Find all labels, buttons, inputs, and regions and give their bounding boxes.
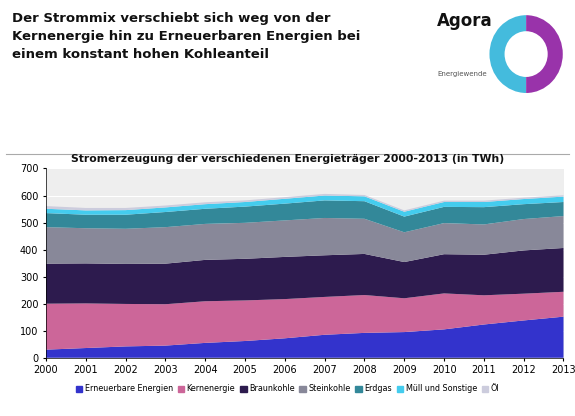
Wedge shape [489, 15, 526, 93]
Text: Der Strommix verschiebt sich weg von der
Kernenergie hin zu Erneuerbaren Energie: Der Strommix verschiebt sich weg von der… [12, 12, 360, 62]
Text: Energiewende: Energiewende [437, 71, 486, 77]
Circle shape [505, 31, 547, 77]
Text: Agora: Agora [437, 12, 493, 30]
Wedge shape [526, 15, 563, 93]
Legend: Erneuerbare Energien, Kernenergie, Braunkohle, Steinkohle, Erdgas, Müll und Sons: Erneuerbare Energien, Kernenergie, Braun… [72, 381, 503, 397]
Text: Stromerzeugung der verschiedenen Energieträger 2000-2013 (in TWh): Stromerzeugung der verschiedenen Energie… [71, 154, 504, 164]
